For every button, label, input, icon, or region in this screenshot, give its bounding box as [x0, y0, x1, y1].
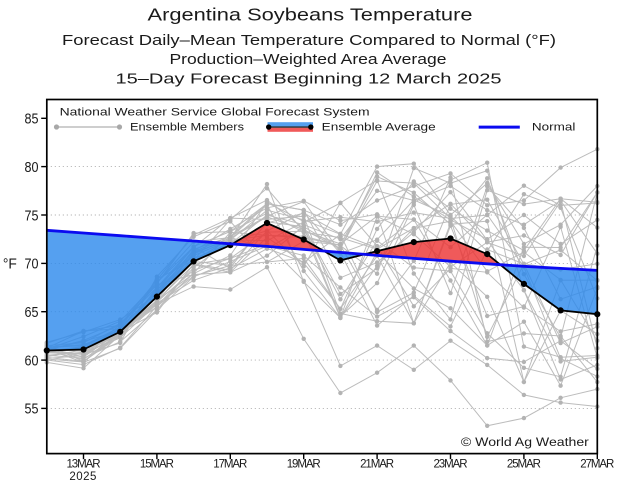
svg-text:© World Ag Weather: © World Ag Weather	[461, 435, 589, 449]
svg-text:National Weather Service Globa: National Weather Service Global Forecast…	[60, 106, 370, 118]
svg-text:17MAR: 17MAR	[213, 459, 247, 471]
svg-text:15–Day Forecast Beginning 12 M: 15–Day Forecast Beginning 12 March 2025	[116, 71, 502, 87]
svg-text:Forecast Daily–Mean Temperatur: Forecast Daily–Mean Temperature Compared…	[62, 33, 556, 49]
svg-text:65: 65	[25, 305, 39, 321]
svg-text:13MAR: 13MAR	[67, 459, 101, 471]
svg-text:Normal: Normal	[532, 122, 576, 134]
svg-text:25MAR: 25MAR	[507, 459, 541, 471]
svg-text:55: 55	[25, 402, 39, 418]
svg-text:Ensemble Average: Ensemble Average	[322, 122, 436, 134]
svg-text:2025: 2025	[69, 471, 96, 483]
svg-text:60: 60	[25, 353, 39, 369]
svg-text:Argentina Soybeans Temperature: Argentina Soybeans Temperature	[148, 5, 473, 25]
svg-text:80: 80	[25, 160, 39, 176]
svg-text:85: 85	[25, 112, 39, 128]
svg-text:15MAR: 15MAR	[140, 459, 174, 471]
svg-text:21MAR: 21MAR	[360, 459, 394, 471]
svg-text:Ensemble Members: Ensemble Members	[130, 122, 245, 134]
svg-text:°F: °F	[3, 257, 17, 273]
svg-text:19MAR: 19MAR	[287, 459, 321, 471]
svg-text:70: 70	[25, 257, 39, 273]
svg-text:75: 75	[25, 208, 39, 224]
svg-text:23MAR: 23MAR	[434, 459, 468, 471]
svg-text:27MAR: 27MAR	[580, 459, 614, 471]
svg-text:Production–Weighted Area Avera: Production–Weighted Area Average	[170, 52, 447, 68]
